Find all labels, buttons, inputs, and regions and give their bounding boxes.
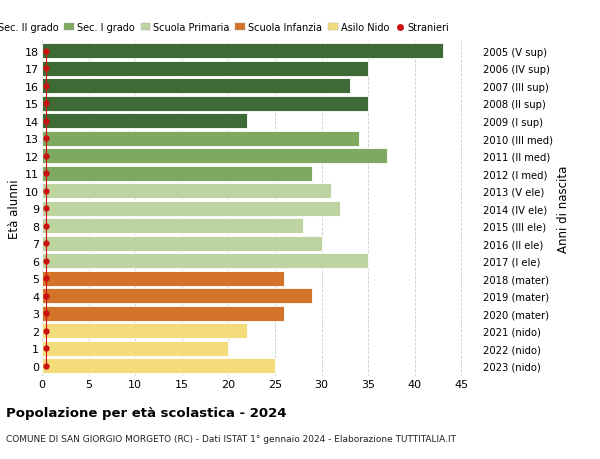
Bar: [42, 79, 350, 94]
Bar: [42, 254, 368, 269]
Bar: [42, 219, 303, 234]
Bar: [42, 184, 331, 199]
Bar: [42, 306, 284, 321]
Bar: [42, 45, 443, 59]
Text: COMUNE DI SAN GIORGIO MORGETO (RC) - Dati ISTAT 1° gennaio 2024 - Elaborazione T: COMUNE DI SAN GIORGIO MORGETO (RC) - Dat…: [6, 434, 456, 443]
Bar: [42, 62, 368, 77]
Bar: [42, 289, 312, 303]
Bar: [42, 236, 322, 251]
Bar: [42, 149, 387, 164]
Bar: [42, 132, 359, 146]
Text: Popolazione per età scolastica - 2024: Popolazione per età scolastica - 2024: [6, 406, 287, 419]
Bar: [42, 202, 340, 216]
Bar: [42, 167, 312, 181]
Bar: [42, 271, 284, 286]
Bar: [42, 341, 229, 356]
Legend: Sec. II grado, Sec. I grado, Scuola Primaria, Scuola Infanzia, Asilo Nido, Stran: Sec. II grado, Sec. I grado, Scuola Prim…: [0, 23, 449, 33]
Bar: [42, 324, 247, 338]
Bar: [42, 97, 368, 112]
Bar: [42, 358, 275, 373]
Bar: [42, 114, 247, 129]
Y-axis label: Anni di nascita: Anni di nascita: [557, 165, 570, 252]
Y-axis label: Età alunni: Età alunni: [8, 179, 21, 239]
